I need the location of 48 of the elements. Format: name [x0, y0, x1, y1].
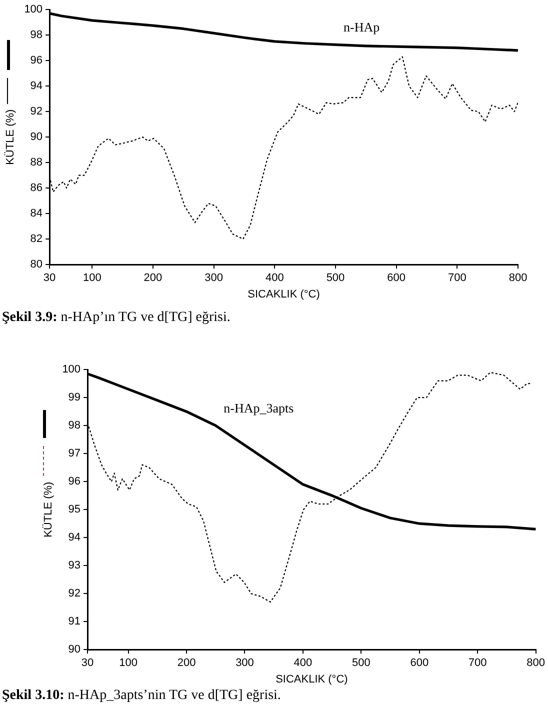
- y-axis-title: KÜTLE (%): [4, 109, 17, 165]
- y-tick-label: 86: [30, 182, 43, 194]
- y-tick-label: 94: [30, 80, 43, 92]
- x-tick-label: 200: [144, 272, 162, 284]
- y-tick-label: 91: [68, 616, 81, 628]
- y-tick-label: 92: [30, 106, 43, 118]
- x-tick-label: 400: [265, 272, 284, 284]
- y-tick-label: 90: [30, 131, 43, 144]
- x-tick-label: 300: [204, 272, 223, 284]
- x-tick-label: 30: [81, 657, 94, 670]
- y-tick-label: 96: [68, 476, 81, 488]
- y-tick-label: 99: [68, 392, 81, 404]
- text: Şekil 3.10: n-HAp_3apts’nin TG ve d[TG] eğrisi.: [2, 688, 281, 704]
- x-tick-label: 100: [119, 657, 138, 670]
- x-tick-label: 500: [326, 272, 345, 284]
- y-tick-label: 94: [68, 532, 81, 544]
- y-tick-label: 100: [62, 364, 81, 376]
- y-tick-label: 90: [68, 644, 81, 656]
- x-tick-label: 30: [43, 272, 56, 284]
- y-tick-label: 97: [68, 448, 81, 460]
- x-tick-label: 600: [410, 657, 429, 670]
- x-tick-label: 200: [177, 657, 196, 670]
- y-tick-label: 82: [30, 233, 43, 246]
- series-label: n-HAp_3apts: [224, 400, 294, 416]
- x-tick-label: 500: [352, 657, 370, 670]
- y-tick-label: 96: [30, 54, 43, 67]
- y-tick-label: 80: [30, 258, 43, 271]
- y-tick-label: 98: [30, 29, 43, 42]
- y-tick-label: 88: [30, 156, 43, 169]
- y-tick-label: 100: [24, 4, 43, 16]
- x-tick-label: 300: [236, 657, 254, 670]
- x-tick-label: 600: [387, 272, 406, 284]
- x-tick-label: 800: [508, 272, 528, 284]
- text: Şekil 3.9: n-HAp’ın TG ve d[TG] eğrisi.: [2, 310, 230, 326]
- y-tick-label: 95: [68, 504, 81, 516]
- x-axis-title: SICAKLIK (°C): [248, 288, 320, 300]
- x-tick-label: 100: [82, 272, 102, 284]
- x-tick-label: 400: [294, 657, 312, 670]
- series-label: n-HAp: [343, 20, 380, 35]
- y-tick-label: 93: [68, 560, 81, 572]
- x-tick-label: 700: [468, 657, 487, 670]
- y-tick-label: 98: [68, 420, 81, 432]
- x-tick-label: 800: [526, 657, 546, 670]
- x-axis-title: SICAKLIK (°C): [276, 673, 348, 686]
- y-axis-title: KÜTLE (%): [42, 482, 55, 538]
- x-tick-label: 700: [448, 272, 466, 284]
- y-tick-label: 92: [68, 588, 81, 600]
- y-tick-label: 84: [30, 208, 43, 220]
